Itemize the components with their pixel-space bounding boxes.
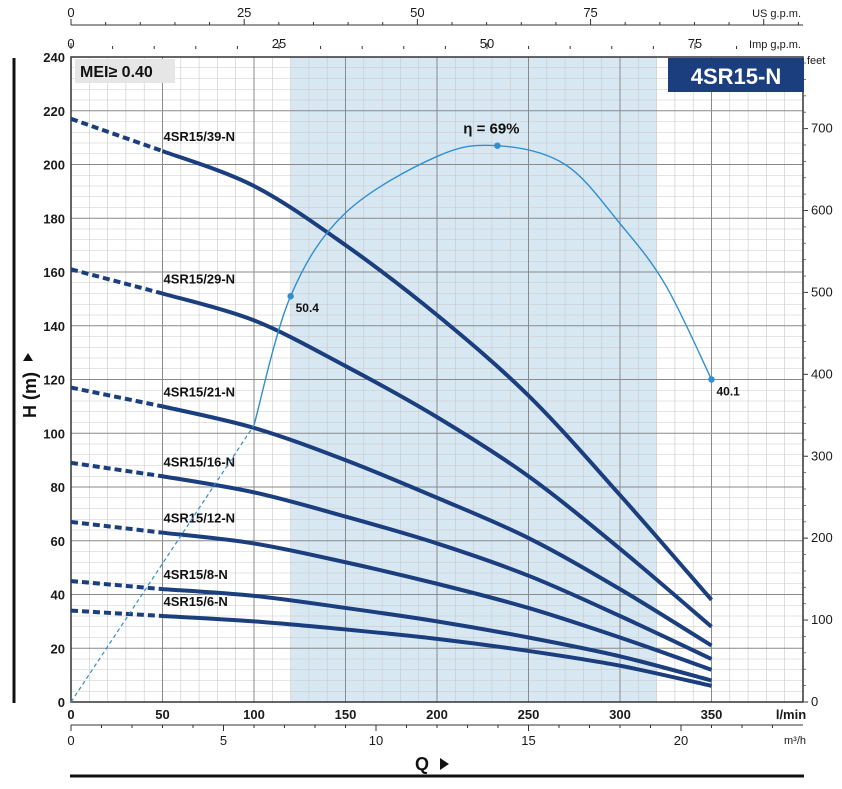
x-tick-label: 50 [155,707,169,722]
y-tick-label: 40 [51,588,65,603]
us-gpm-unit-label: US g.p.m. [752,8,801,20]
efficiency-point [287,292,294,300]
x-tick-label: 300 [609,707,631,722]
feet-tick-label: 100 [811,612,833,627]
head-curve-dashed-5 [70,579,163,592]
y-tick-label: 120 [43,373,65,388]
x-tick-label: 200 [426,707,448,722]
m3h-tick-label: 5 [220,733,227,748]
head-curve-4 [162,530,713,672]
efficiency-point [708,376,715,383]
head-curve-label: 4SR15/39-N [164,129,236,144]
efficiency-peak-label: η = 69% [463,121,519,138]
y-axis-title: H (m) [12,58,40,703]
imp-gpm-tick-label: 50 [480,36,494,51]
head-curve-dashed-0 [70,116,164,153]
head-curve-label: 4SR15/6-N [164,594,228,609]
head-curve-label: 4SR15/16-N [164,454,236,469]
feet-tick-label: 500 [811,284,833,299]
imp-gpm-tick-label: 25 [272,36,286,51]
efficiency-curve: 50.4 40.1 η = 69% [70,121,741,703]
y-tick-label: 100 [43,426,65,441]
feet-tick-label: 0 [811,694,818,709]
x-tick-label: 150 [335,707,357,722]
us-gpm-tick-label: 50 [410,5,424,20]
head-curve-dashed-3 [70,460,163,479]
us-gpm-tick-label: 25 [237,5,251,20]
y-tick-label: 0 [58,695,65,710]
efficiency-point-label: 50.4 [296,301,320,315]
head-curve-dashed-6 [70,608,163,618]
top-axes: 0 25 50 75 US g.p.m. 0 25 50 75 Imp g.p.m. [67,5,803,51]
x-axis-label: Q [415,754,429,774]
efficiency-curve-line [253,144,713,426]
imp-gpm-tick-label: 75 [688,36,702,51]
y-axis-label: H (m) [20,372,40,418]
m3h-tick-label: 20 [674,733,688,748]
m3h-unit-label: m³/h [784,735,806,747]
head-curve-dashed-2 [70,385,163,409]
y-tick-label: 80 [51,480,65,495]
feet-tick-label: 400 [811,366,833,381]
m3h-tick-label: 10 [369,733,383,748]
head-curve-label: 4SR15/8-N [164,567,228,582]
head-curve-label: 4SR15/12-N [164,511,236,526]
head-curves: 4SR15/39-N 4SR15/29-N 4SR15/21-N 4SR15/16-N… [70,116,714,688]
feet-tick-label: 600 [811,203,833,218]
feet-tick-label: 300 [811,448,833,463]
us-gpm-tick-label: 75 [583,5,597,20]
y-tick-label: 220 [43,104,65,119]
feet-unit-label: feet [807,55,825,67]
left-axis: 0 20 40 60 80 100 120 140 160 180 200 220 240 [43,50,65,710]
chart-title: 4SR15-N [691,64,781,89]
y-tick-label: 200 [43,158,65,173]
y-tick-label: 160 [43,265,65,280]
x-tick-label: 0 [67,707,74,722]
plot-frame [70,56,804,703]
head-curve-dashed-1 [70,267,164,296]
y-tick-label: 140 [43,319,65,334]
imp-gpm-tick-label: 0 [67,36,74,51]
x-axis-title: Q [70,754,804,778]
us-gpm-tick-label: 0 [67,5,74,20]
mei-badge-text: MEI≥ 0.40 [80,64,153,81]
head-curve-1 [161,291,713,629]
y-tick-label: 60 [51,534,65,549]
head-curve-0 [161,149,714,602]
m3h-tick-label: 0 [67,733,74,748]
y-tick-label: 240 [43,50,65,65]
head-curve-dashed-4 [70,519,163,535]
bottom-axes: 0 50 100 150 200 250 300 350 l/min 0 5 10 15 20 m³/h [67,707,806,748]
right-axis: feet 0 100 200 300 400 500 600 700 [803,55,833,709]
head-curve-label: 4SR15/21-N [164,384,236,399]
efficiency-point-label: 40.1 [717,385,741,399]
y-tick-label: 20 [51,641,65,656]
head-curve-2 [162,404,713,648]
head-curve-6 [162,614,712,688]
feet-tick-label: 200 [811,530,833,545]
x-tick-label: 100 [243,707,265,722]
head-curve-3 [162,474,713,661]
feet-tick-label: 700 [811,121,833,136]
head-curve-5 [162,587,713,683]
head-curve-label: 4SR15/29-N [164,272,236,287]
m3h-tick-label: 15 [521,733,535,748]
x-axis-arrow-icon [440,758,449,770]
y-axis-arrow-icon [23,353,33,361]
x-tick-label: 350 [701,707,723,722]
efficiency-point [494,142,501,149]
mei-badge: MEI≥ 0.40 [75,59,175,83]
imp-gpm-unit-label: Imp g.p.m. [749,39,801,51]
x-tick-label: 250 [518,707,540,722]
model-title-badge: 4SR15-N [668,58,804,92]
x-unit-label: l/min [776,707,806,722]
y-tick-label: 180 [43,211,65,226]
efficiency-curve-dashed [70,424,255,703]
